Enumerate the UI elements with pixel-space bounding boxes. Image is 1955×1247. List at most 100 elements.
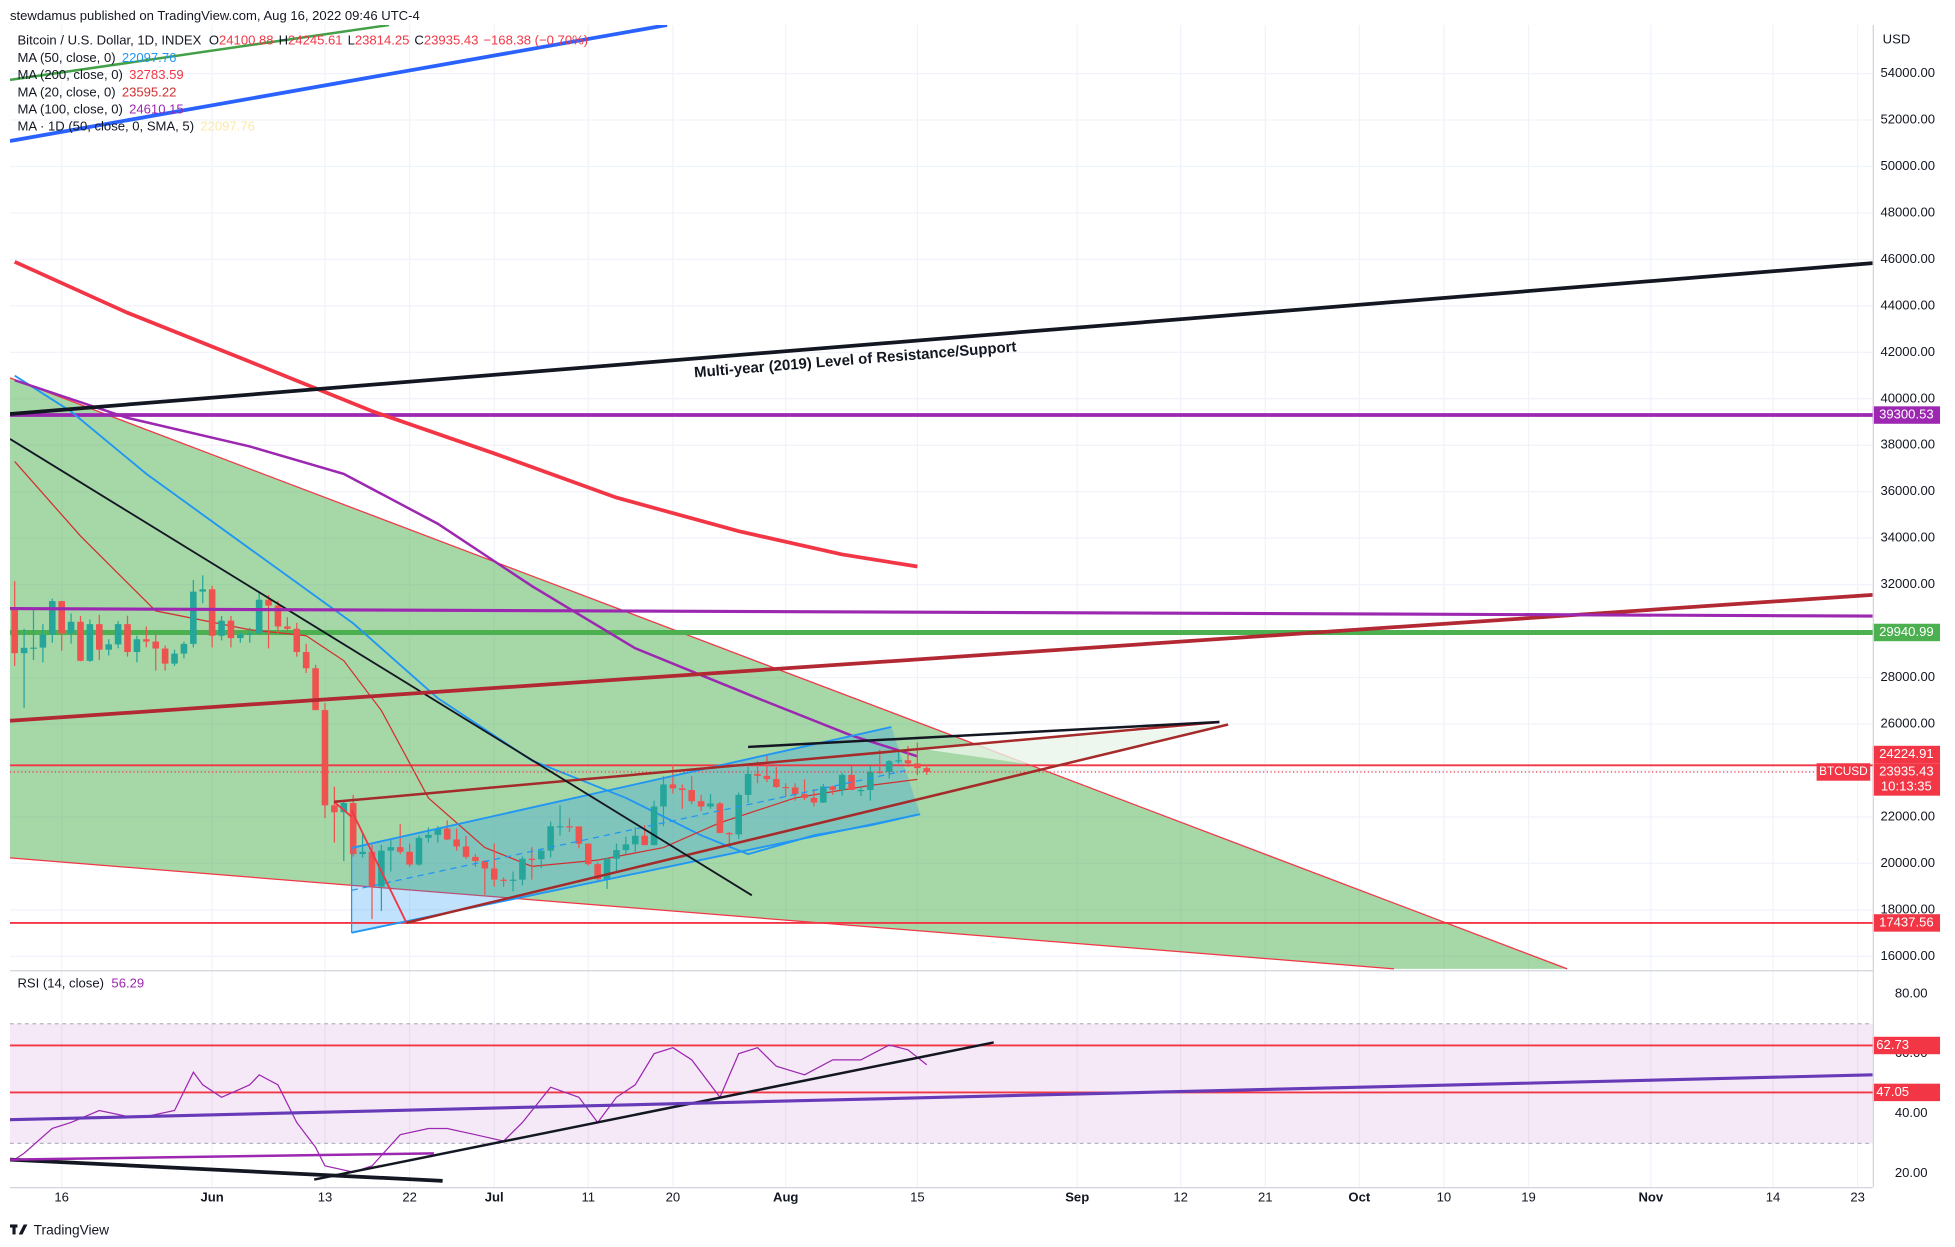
candle-body: [754, 773, 761, 776]
resistance-line: [9, 261, 1873, 416]
candle-body: [152, 641, 160, 649]
y-tick-label: 50000.00: [1880, 158, 1935, 173]
ma-line: [14, 379, 918, 758]
ohlc-value: 23814.25: [355, 33, 410, 48]
rsi-trend-line: [9, 1073, 1873, 1122]
wedge-line: [406, 723, 1229, 924]
ma-line: [13, 260, 918, 569]
y-tick-label: 52000.00: [1880, 111, 1935, 126]
level-label: 17437.56: [1879, 914, 1934, 929]
candle-body: [707, 803, 714, 807]
y-tick-label: 54000.00: [1880, 65, 1935, 80]
candle-body: [838, 774, 846, 790]
candle-body: [500, 879, 507, 881]
candle-body: [547, 826, 554, 851]
candle-body: [378, 850, 385, 887]
ohlc-label: H: [279, 33, 288, 48]
y-tick-label: 48000.00: [1880, 204, 1935, 219]
trend-line: [9, 438, 753, 897]
legend-value: 22097.76: [200, 118, 255, 133]
trend-line: [350, 810, 408, 924]
candle-body: [434, 828, 442, 835]
candle-body: [820, 786, 827, 803]
candle-body: [641, 835, 648, 846]
rsi-trend-line: [313, 1041, 994, 1181]
symbol: Bitcoin / U.S. Dollar, 1D, INDEX: [17, 33, 201, 48]
candle-body: [425, 834, 432, 838]
candle-body: [810, 797, 818, 803]
candle-body: [274, 605, 282, 627]
rsi-value: 56.29: [111, 975, 144, 990]
candle-body: [669, 784, 677, 789]
candle-body: [490, 868, 498, 880]
x-tick-label: 11: [581, 1190, 595, 1205]
candle-body: [773, 779, 780, 787]
rsi-level-bg: [1872, 1036, 1941, 1055]
candle-body: [284, 626, 291, 629]
symbol-tag: BTCUSD: [1819, 764, 1868, 778]
candle-body: [406, 851, 413, 865]
candle-body: [829, 786, 837, 790]
rsi-level-label: 62.73: [1876, 1037, 1909, 1052]
y-tick-label: 26000.00: [1880, 715, 1935, 730]
candle-body: [58, 601, 65, 634]
candle-body: [237, 634, 244, 639]
candle-body: [885, 761, 893, 773]
y-tick-label: 28000.00: [1880, 669, 1935, 684]
candle-body: [208, 589, 216, 636]
rsi-tick-label: 80.00: [1895, 985, 1928, 1000]
candle-body: [453, 839, 460, 847]
x-tick-label: 23: [1850, 1190, 1865, 1205]
candle-body: [782, 786, 790, 789]
rsi-level-label: 47.05: [1876, 1084, 1909, 1099]
trend-line: [9, 25, 390, 82]
candle-body: [180, 643, 188, 654]
candle-body: [293, 628, 301, 653]
x-tick-label: 16: [54, 1190, 69, 1205]
candle-body: [255, 599, 263, 634]
rsi-drawings: [9, 1041, 1873, 1183]
rsi-line: [14, 1044, 928, 1173]
candle-body: [584, 843, 592, 865]
x-tick-label: Aug: [773, 1190, 798, 1205]
wedge-line: [334, 720, 1220, 804]
ohlc-label: O: [209, 33, 219, 48]
candle-body: [537, 850, 545, 860]
symbol-tag-bg: [1816, 763, 1871, 781]
candle-body: [321, 710, 329, 806]
candle-body: [161, 648, 169, 664]
level-label-bg: [1872, 623, 1941, 642]
y-tick-label: 44000.00: [1880, 297, 1935, 312]
candle-body: [190, 591, 197, 644]
candle-body: [349, 803, 357, 855]
candle-body: [528, 858, 536, 861]
candle-body: [509, 879, 517, 881]
candle-body: [133, 639, 141, 653]
level-label: 24224.91: [1879, 746, 1934, 761]
labels: 16000.0018000.0020000.0022000.0024000.00…: [17, 33, 1941, 1205]
x-tick-label: Sep: [1065, 1190, 1089, 1205]
trend-line: [9, 857, 1394, 970]
trend-line: [9, 377, 1568, 970]
y-tick-label: 16000.00: [1880, 948, 1935, 963]
ohlc-label: L: [348, 33, 355, 48]
change: −168.38 (−0.70%): [483, 33, 588, 48]
candle-body: [302, 652, 310, 669]
candle-body: [227, 620, 235, 639]
ohlc-label: C: [414, 33, 423, 48]
legend-name: MA (200, close, 0): [17, 67, 122, 82]
rsi-tick-label: 20.00: [1895, 1165, 1928, 1180]
candle-body: [415, 837, 423, 865]
logo-part: [9, 1224, 18, 1228]
x-tick-label: 13: [318, 1190, 333, 1205]
y-tick-label: 34000.00: [1880, 530, 1935, 545]
legend-name: MA · 1D (50, close, 0, SMA, 5): [17, 118, 194, 133]
candle-body: [114, 624, 122, 645]
trend-line: [9, 606, 1873, 618]
wedge-line: [748, 720, 1220, 749]
candle-body: [735, 794, 742, 835]
candle-body: [660, 784, 667, 807]
candle-body: [904, 760, 912, 764]
candle-body: [697, 801, 705, 807]
candle-body: [575, 826, 583, 844]
